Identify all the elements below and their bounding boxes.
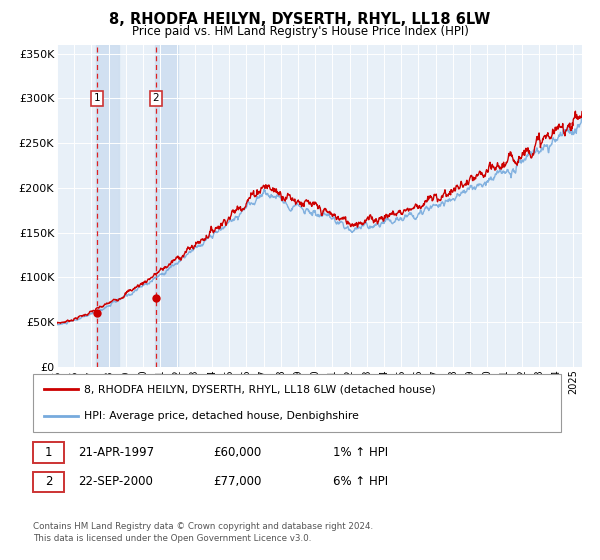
Text: Price paid vs. HM Land Registry's House Price Index (HPI): Price paid vs. HM Land Registry's House … (131, 25, 469, 38)
Text: 2: 2 (45, 475, 52, 488)
Text: 22-SEP-2000: 22-SEP-2000 (78, 475, 153, 488)
Text: Contains HM Land Registry data © Crown copyright and database right 2024.
This d: Contains HM Land Registry data © Crown c… (33, 522, 373, 543)
Text: HPI: Average price, detached house, Denbighshire: HPI: Average price, detached house, Denb… (84, 412, 359, 422)
Bar (96, 45, 119, 367)
Text: 1: 1 (45, 446, 52, 459)
Text: 8, RHODFA HEILYN, DYSERTH, RHYL, LL18 6LW: 8, RHODFA HEILYN, DYSERTH, RHYL, LL18 6L… (109, 12, 491, 27)
Text: 1: 1 (94, 94, 100, 104)
Text: £77,000: £77,000 (213, 475, 262, 488)
Text: 8, RHODFA HEILYN, DYSERTH, RHYL, LL18 6LW (detached house): 8, RHODFA HEILYN, DYSERTH, RHYL, LL18 6L… (84, 384, 436, 394)
Text: 6% ↑ HPI: 6% ↑ HPI (333, 475, 388, 488)
Text: 1% ↑ HPI: 1% ↑ HPI (333, 446, 388, 459)
Bar (155, 45, 178, 367)
Text: £60,000: £60,000 (213, 446, 261, 459)
Text: 2: 2 (152, 94, 159, 104)
Text: 21-APR-1997: 21-APR-1997 (78, 446, 154, 459)
